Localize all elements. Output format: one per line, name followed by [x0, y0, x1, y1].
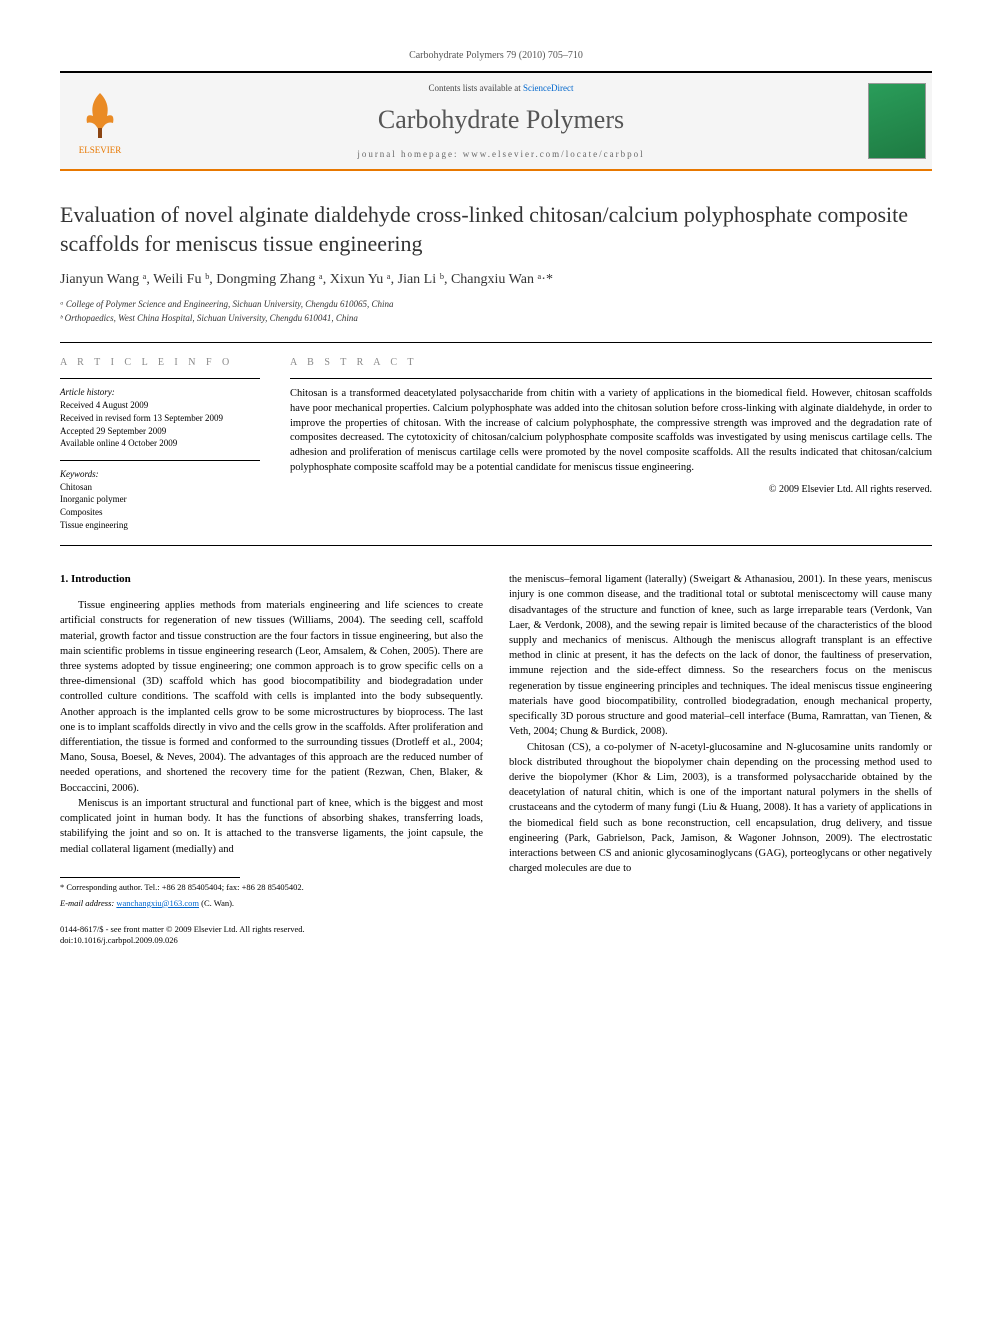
journal-name: Carbohydrate Polymers: [140, 105, 862, 135]
contents-prefix: Contents lists available at: [429, 83, 523, 93]
history-revised: Received in revised form 13 September 20…: [60, 412, 260, 425]
email-line: E-mail address: wanchangxiu@163.com (C. …: [60, 898, 483, 910]
footnote-separator: [60, 877, 240, 878]
affiliation-a: ᵃ College of Polymer Science and Enginee…: [60, 298, 932, 311]
issn-line: 0144-8617/$ - see front matter © 2009 El…: [60, 924, 483, 936]
body-columns: 1. Introduction Tissue engineering appli…: [60, 572, 932, 947]
email-label: E-mail address:: [60, 898, 114, 908]
affiliation-b: ᵇ Orthopaedics, West China Hospital, Sic…: [60, 312, 932, 325]
keywords-label: Keywords:: [60, 469, 260, 479]
right-column: the meniscus–femoral ligament (laterally…: [509, 572, 932, 947]
article-info-heading: A R T I C L E I N F O: [60, 357, 260, 368]
email-suffix: (C. Wan).: [201, 898, 234, 908]
contents-available-line: Contents lists available at ScienceDirec…: [140, 83, 862, 93]
elsevier-tree-icon: [75, 88, 125, 143]
right-para-0: the meniscus–femoral ligament (laterally…: [509, 572, 932, 739]
corresponding-email-link[interactable]: wanchangxiu@163.com: [116, 898, 199, 908]
footer-copyright: 0144-8617/$ - see front matter © 2009 El…: [60, 924, 483, 948]
journal-block: Contents lists available at ScienceDirec…: [140, 73, 862, 169]
header-citation: Carbohydrate Polymers 79 (2010) 705–710: [60, 50, 932, 61]
left-para-1: Meniscus is an important structural and …: [60, 796, 483, 857]
history-online: Available online 4 October 2009: [60, 437, 260, 450]
section-1-heading: 1. Introduction: [60, 572, 483, 588]
affiliations: ᵃ College of Polymer Science and Enginee…: [60, 298, 932, 324]
journal-cover-thumbnail: [862, 73, 932, 169]
keyword-1: Inorganic polymer: [60, 493, 260, 506]
left-column: 1. Introduction Tissue engineering appli…: [60, 572, 483, 947]
author-list: Jianyun Wang ᵃ, Weili Fu ᵇ, Dongming Zha…: [60, 272, 932, 288]
history-received: Received 4 August 2009: [60, 399, 260, 412]
corresponding-author-note: * Corresponding author. Tel.: +86 28 854…: [60, 882, 483, 894]
keyword-0: Chitosan: [60, 481, 260, 494]
abstract-block: A B S T R A C T Chitosan is a transforme…: [290, 357, 932, 531]
journal-header-bar: ELSEVIER Contents lists available at Sci…: [60, 71, 932, 171]
abstract-text: Chitosan is a transformed deacetylated p…: [290, 387, 932, 475]
article-title: Evaluation of novel alginate dialdehyde …: [60, 201, 932, 258]
journal-homepage: journal homepage: www.elsevier.com/locat…: [140, 149, 862, 159]
abstract-heading: A B S T R A C T: [290, 357, 932, 368]
history-accepted: Accepted 29 September 2009: [60, 425, 260, 438]
abstract-copyright: © 2009 Elsevier Ltd. All rights reserved…: [290, 484, 932, 495]
left-para-0: Tissue engineering applies methods from …: [60, 598, 483, 796]
sciencedirect-link[interactable]: ScienceDirect: [523, 83, 573, 93]
publisher-logo: ELSEVIER: [60, 73, 140, 169]
doi-line: doi:10.1016/j.carbpol.2009.09.026: [60, 935, 483, 947]
history-label: Article history:: [60, 387, 260, 397]
keyword-2: Composites: [60, 506, 260, 519]
article-info-block: A R T I C L E I N F O Article history: R…: [60, 357, 260, 531]
keyword-3: Tissue engineering: [60, 519, 260, 532]
publisher-name: ELSEVIER: [79, 145, 122, 155]
right-para-1: Chitosan (CS), a co-polymer of N-acetyl-…: [509, 740, 932, 877]
